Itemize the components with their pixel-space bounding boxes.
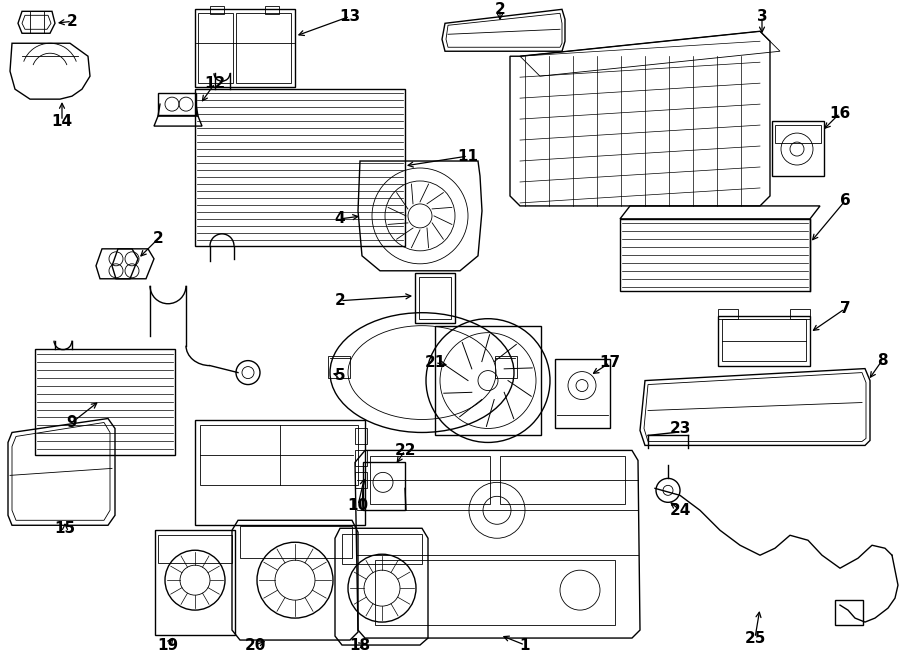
Bar (718, 309, 738, 319)
Bar (370, 456, 490, 504)
Bar (718, 316, 810, 366)
Text: 2: 2 (335, 293, 346, 308)
Bar (495, 356, 517, 377)
Text: 24: 24 (670, 503, 690, 518)
Bar (155, 530, 235, 635)
Text: 7: 7 (840, 301, 850, 316)
Text: 1: 1 (520, 637, 530, 652)
Bar (419, 277, 451, 319)
Bar (835, 600, 863, 625)
Text: 4: 4 (335, 212, 346, 227)
Bar (355, 428, 367, 444)
Text: 21: 21 (425, 355, 446, 370)
Bar (500, 456, 625, 504)
Bar (555, 359, 610, 428)
Text: 14: 14 (51, 114, 73, 129)
Text: 10: 10 (347, 498, 369, 513)
Text: 19: 19 (158, 637, 178, 652)
Text: 11: 11 (457, 149, 479, 163)
Text: 15: 15 (54, 521, 76, 536)
Bar (195, 89, 405, 246)
Text: 8: 8 (877, 353, 887, 368)
Text: 3: 3 (757, 9, 768, 24)
Bar (200, 426, 358, 485)
Bar (195, 9, 295, 87)
Bar (435, 326, 541, 436)
Text: 25: 25 (744, 631, 766, 646)
Text: 6: 6 (840, 194, 850, 208)
Bar (158, 535, 232, 563)
Text: 2: 2 (495, 2, 506, 17)
Bar (240, 526, 352, 558)
Text: 13: 13 (339, 9, 361, 24)
Text: 16: 16 (830, 106, 850, 120)
Text: 5: 5 (335, 368, 346, 383)
Bar (620, 219, 810, 291)
Bar (35, 348, 175, 455)
Bar (195, 420, 365, 525)
Text: 23: 23 (670, 421, 690, 436)
Bar (342, 534, 422, 564)
Bar (772, 121, 824, 176)
Bar (722, 319, 806, 361)
Bar (198, 13, 233, 83)
Text: 9: 9 (67, 415, 77, 430)
Text: 2: 2 (67, 14, 77, 29)
Bar (158, 93, 196, 115)
Text: 2: 2 (153, 231, 164, 247)
Text: 22: 22 (394, 443, 416, 458)
Text: 18: 18 (349, 637, 371, 652)
Bar (355, 473, 367, 488)
Text: 20: 20 (244, 637, 266, 652)
Bar (236, 13, 291, 83)
Bar (265, 7, 279, 15)
Bar (363, 463, 405, 510)
Bar (328, 356, 350, 377)
Bar (415, 273, 455, 323)
Bar (210, 7, 224, 15)
Text: 17: 17 (599, 355, 621, 370)
Text: 12: 12 (204, 75, 226, 91)
Bar (775, 125, 821, 143)
Bar (790, 309, 810, 319)
Bar (375, 561, 615, 625)
Bar (355, 450, 367, 467)
